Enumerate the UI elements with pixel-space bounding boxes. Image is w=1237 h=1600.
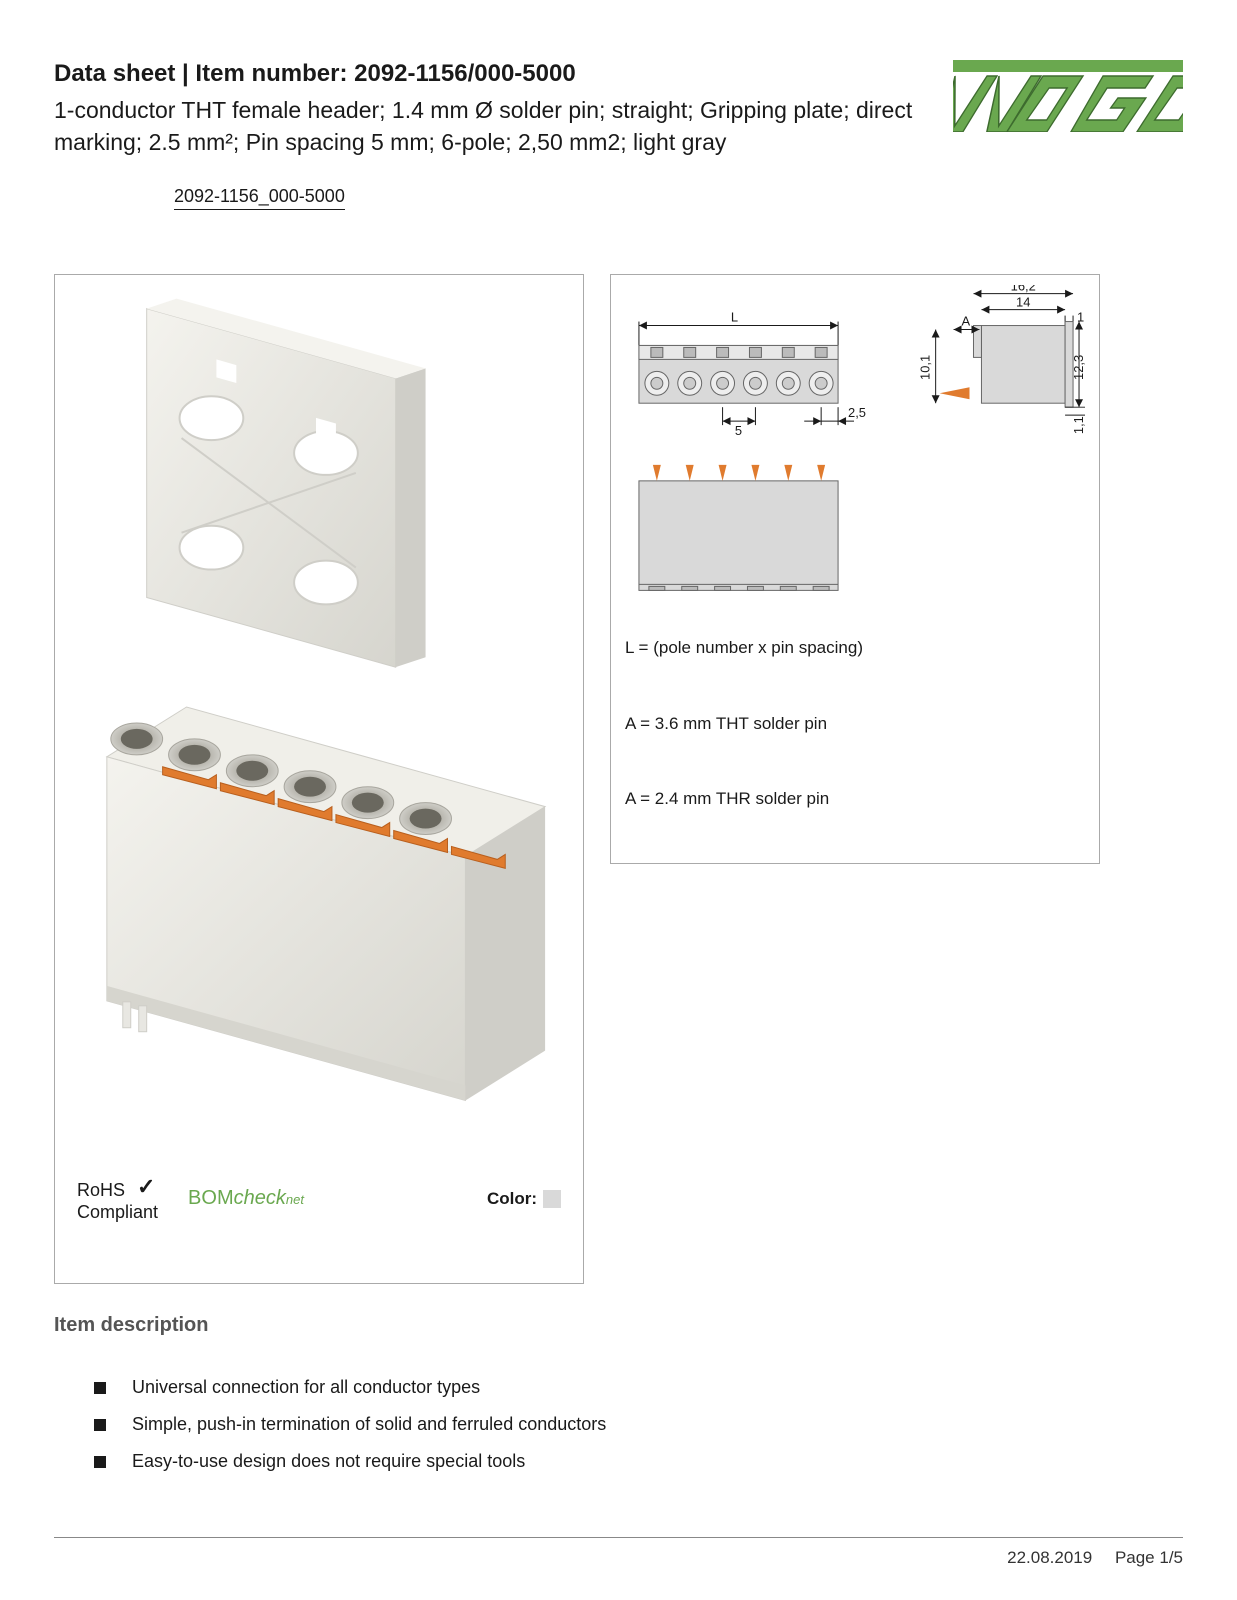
- title: Data sheet | Item number: 2092-1156/000-…: [54, 60, 913, 88]
- footer-rule: [54, 1537, 1183, 1538]
- dim-h1: 10,1: [918, 355, 933, 380]
- dim-t: 1,4: [1077, 310, 1085, 325]
- bullets-list: Universal connection for all conductor t…: [94, 1377, 1183, 1472]
- color-swatch: [543, 1190, 561, 1208]
- product-render: [67, 287, 571, 1132]
- dim-pitch: 5: [735, 423, 742, 438]
- header: Data sheet | Item number: 2092-1156/000-…: [54, 60, 1183, 158]
- formula-A-tht: A = 3.6 mm THT solder pin: [625, 711, 1085, 737]
- color-text: Color:: [487, 1189, 537, 1209]
- footer-page: Page 1/5: [1115, 1548, 1183, 1567]
- footer: 22.08.2019 Page 1/5: [1007, 1548, 1183, 1568]
- bullet-text: Easy-to-use design does not require spec…: [132, 1451, 525, 1472]
- bomcheck-bom: BOM: [188, 1187, 234, 1209]
- bomcheck-check: check: [234, 1187, 286, 1209]
- check-icon: ✓: [137, 1174, 155, 1199]
- bullet-text: Simple, push-in termination of solid and…: [132, 1414, 606, 1435]
- color-label: Color:: [487, 1189, 561, 1209]
- dim-offset: 2,5: [848, 406, 866, 421]
- footer-date: 22.08.2019: [1007, 1548, 1092, 1567]
- list-item: Simple, push-in termination of solid and…: [94, 1414, 1183, 1435]
- bullet-icon: [94, 1456, 106, 1468]
- subtitle: 1-conductor THT female header; 1.4 mm Ø …: [54, 94, 913, 158]
- title-prefix: Data sheet | Item number:: [54, 60, 354, 87]
- badges-row: RoHS ✓ Compliant BOMchecknet Color:: [77, 1174, 561, 1223]
- bullet-icon: [94, 1382, 106, 1394]
- technical-drawing-panel: L: [610, 274, 1100, 864]
- list-item: Universal connection for all conductor t…: [94, 1377, 1183, 1398]
- rohs-badge: RoHS ✓ Compliant: [77, 1174, 158, 1223]
- rohs-compliant: Compliant: [77, 1202, 158, 1222]
- dim-w2: 14: [1016, 295, 1030, 310]
- list-item: Easy-to-use design does not require spec…: [94, 1451, 1183, 1472]
- technical-drawing: L: [625, 285, 1085, 615]
- formula-L: L = (pole number x pin spacing): [625, 635, 1085, 661]
- item-number: 2092-1156/000-5000: [354, 60, 576, 87]
- formula-A-thr: A = 2.4 mm THR solder pin: [625, 786, 1085, 812]
- dim-A: A: [962, 314, 971, 329]
- wago-logo: [953, 60, 1183, 132]
- bomcheck-net: net: [286, 1192, 304, 1207]
- dim-w1: 16,2: [1011, 285, 1036, 294]
- formula-block: L = (pole number x pin spacing) A = 3.6 …: [625, 635, 1085, 822]
- dim-h3: 1,1: [1071, 416, 1085, 434]
- bullet-text: Universal connection for all conductor t…: [132, 1377, 480, 1398]
- dim-h2: 12,3: [1071, 355, 1085, 380]
- item-description-heading: Item description: [54, 1314, 1183, 1337]
- product-image-panel: RoHS ✓ Compliant BOMchecknet Color:: [54, 274, 584, 1284]
- header-text: Data sheet | Item number: 2092-1156/000-…: [54, 60, 953, 158]
- bullet-icon: [94, 1419, 106, 1431]
- bomcheck-badge: BOMchecknet: [188, 1187, 304, 1210]
- dim-L: L: [731, 310, 738, 325]
- rohs-text: RoHS: [77, 1180, 125, 1200]
- part-number-link[interactable]: 2092-1156_000-5000: [174, 186, 345, 210]
